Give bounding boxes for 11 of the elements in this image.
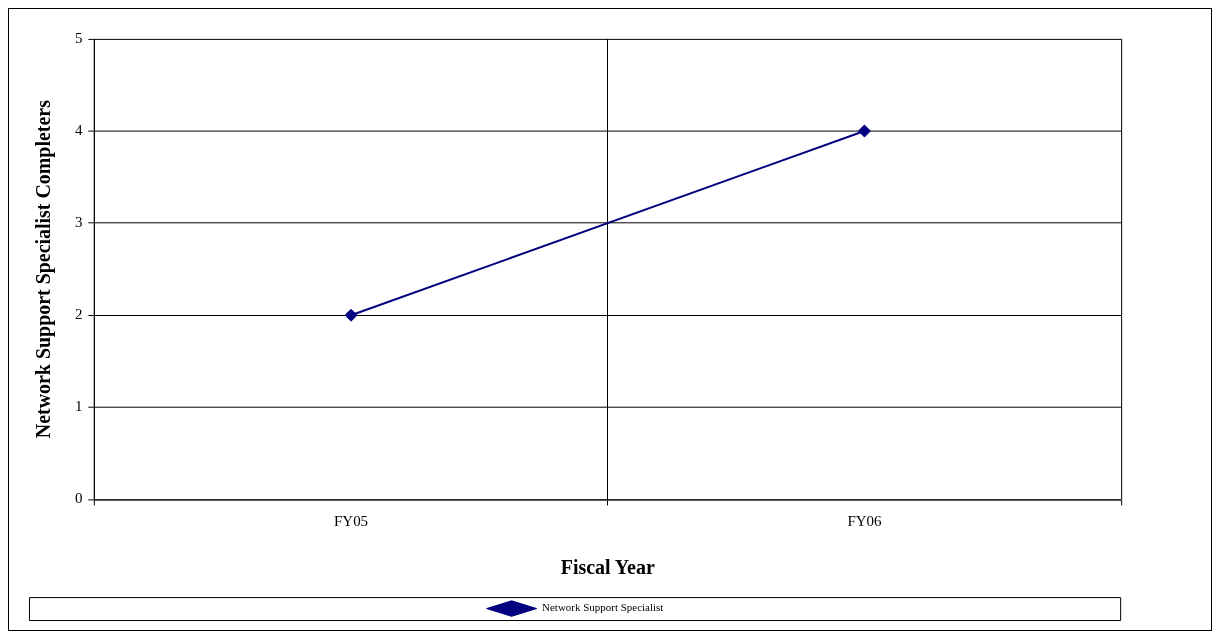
x-tick-label: FY06 xyxy=(847,513,883,530)
y-tick-label: 2 xyxy=(74,306,83,323)
legend-label: Network Support Specialist xyxy=(542,601,664,614)
x-tick-label: FY05 xyxy=(334,513,369,530)
x-axis-title: Fiscal Year xyxy=(560,556,655,579)
y-axis-title: Network Support Specialist Completers xyxy=(32,99,56,439)
y-tick-label: 5 xyxy=(74,29,83,46)
y-tick-label: 0 xyxy=(74,490,83,507)
y-tick-label: 1 xyxy=(74,398,83,415)
y-tick-label: 4 xyxy=(74,121,83,138)
y-tick-label: 3 xyxy=(74,214,83,231)
